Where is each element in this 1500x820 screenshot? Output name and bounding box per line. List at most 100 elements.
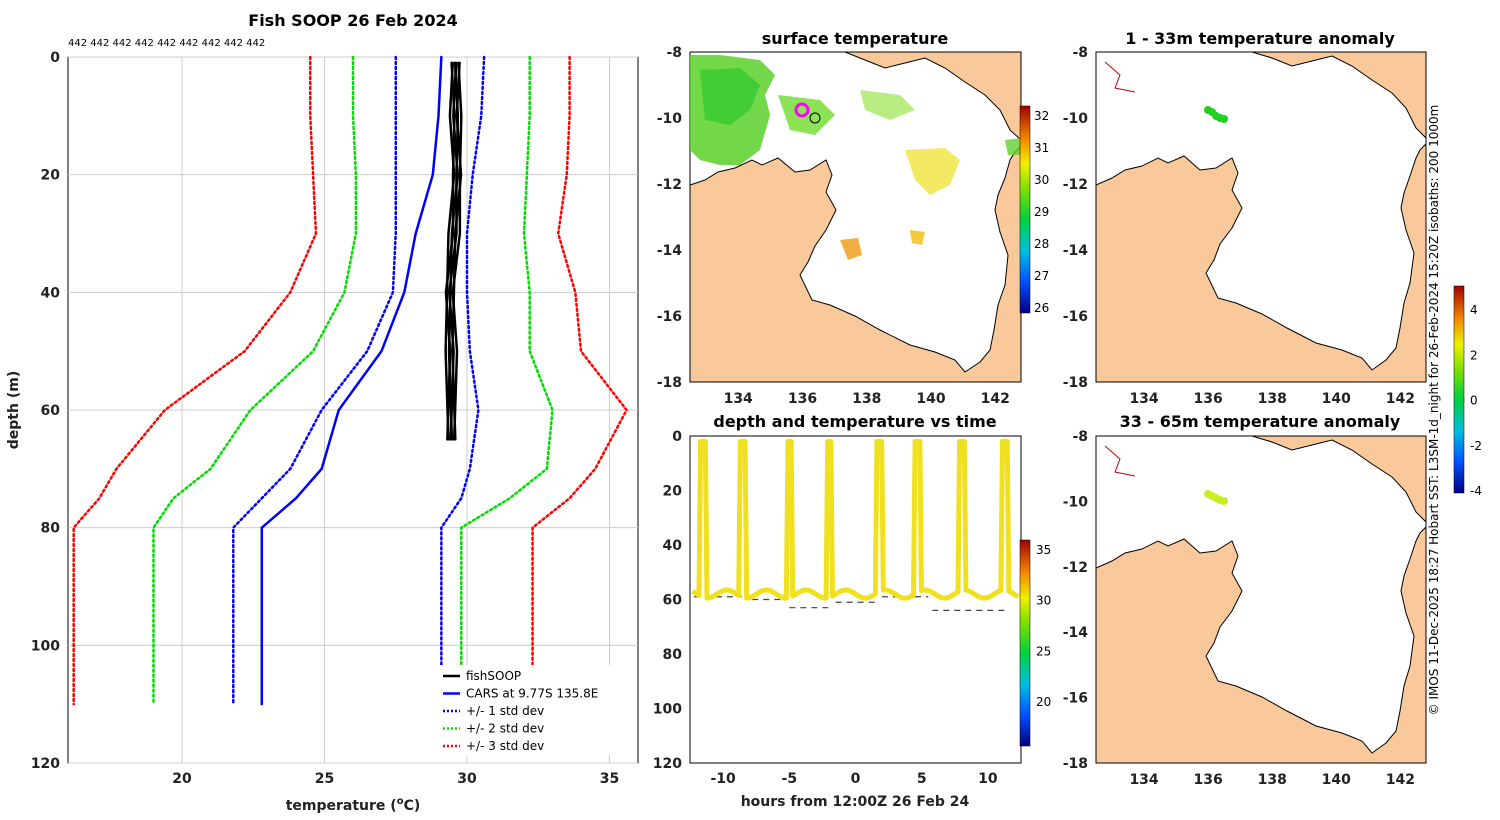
side-note: © IMOS 11-Dec-2025 18:27 Hobart SST: L3S…: [1427, 105, 1441, 716]
map-ytick-label: -12: [1063, 177, 1088, 193]
map-ytick-label: -18: [1063, 756, 1088, 772]
map-xtick-label: 138: [852, 391, 881, 407]
colorbar-label: 28: [1034, 237, 1049, 251]
map-xtick-label: 134: [1129, 391, 1158, 407]
legend-label: fishSOOP: [466, 669, 521, 683]
colorbar-label: 32: [1034, 109, 1049, 123]
profile-lines: [72, 55, 629, 706]
map-ytick-label: -14: [657, 243, 683, 259]
profile-line-low: [232, 55, 397, 706]
map-xtick-label: 136: [1194, 772, 1223, 788]
profile-line-low: [152, 55, 358, 706]
profile-line-fishsoop: [451, 61, 463, 441]
profile-title: Fish SOOP 26 Feb 2024: [248, 11, 457, 30]
colorbar-label: 29: [1034, 205, 1049, 219]
map-ytick-label: -10: [657, 111, 683, 127]
profile-line-low: [72, 55, 318, 706]
profile-line-cars: [260, 55, 443, 706]
anomaly-map-1-33m: 1 - 33m temperature anomaly 134 136 138 140…: [1063, 29, 1427, 407]
map-xtick-label: 136: [1194, 391, 1223, 407]
surface-map-content: [690, 52, 1021, 382]
depth-time-colorbar-labels: 35 30 25 20: [1036, 543, 1051, 709]
depth-time-xtick-label: 5: [917, 771, 927, 787]
profile-ytick-label: 40: [41, 285, 61, 301]
colorbar-label: -4: [1470, 484, 1482, 498]
colorbar-label: 25: [1036, 644, 1051, 658]
anomaly-map-33-65m: 33 - 65m temperature anomaly 134 136 138 14…: [1063, 412, 1427, 788]
depth-time-xtick-label: 0: [851, 771, 861, 787]
depth-time-ytick-label: 80: [663, 647, 683, 663]
map-xtick-label: 138: [1258, 772, 1287, 788]
depth-time-xlabel: hours from 12:00Z 26 Feb 24: [741, 794, 970, 810]
map-ytick-label: -8: [666, 45, 682, 61]
colorbar-label: 4: [1470, 303, 1478, 317]
profile-ytick-label: 80: [41, 521, 61, 537]
depth-time-xtick-label: 10: [978, 771, 998, 787]
colorbar-label: 0: [1470, 394, 1478, 408]
profile-line-fishsoop: [447, 61, 459, 441]
colorbar-label: 27: [1034, 269, 1049, 283]
anomaly-1-title: 1 - 33m temperature anomaly: [1125, 29, 1395, 48]
map-ytick-label: -8: [1072, 45, 1088, 61]
colorbar-label: -2: [1470, 439, 1482, 453]
surface-colorbar: [1019, 105, 1031, 314]
depth-time-title: depth and temperature vs time: [713, 412, 996, 431]
profile-xtick-label: 25: [315, 771, 334, 787]
colorbar-label: 35: [1036, 543, 1051, 557]
profile-top-label: 442 442 442 442 442 442 442 442 442: [68, 38, 265, 49]
anomaly-1-content: [1096, 52, 1426, 382]
map-ytick-label: -14: [1063, 243, 1089, 259]
profile-legend: fishSOOP CARS at 9.77S 135.8E +/- 1 std de…: [437, 665, 615, 755]
profile-line-fishsoop: [444, 61, 456, 441]
depth-time-ytick-label: 0: [672, 429, 682, 445]
map-ytick-label: -10: [1063, 494, 1089, 510]
legend-label: +/- 3 std dev: [466, 739, 544, 753]
profile-ytick-label: 0: [50, 50, 60, 66]
profile-line-high: [440, 55, 486, 706]
depth-time-colorbar: [1019, 539, 1031, 747]
anomaly-1-ticks: 134 136 138 140 142 -8 -10 -12 -14 -16 -18: [1063, 45, 1415, 407]
depth-time-plot: [691, 438, 1020, 612]
anomaly-2-title: 33 - 65m temperature anomaly: [1120, 412, 1401, 431]
depth-time-xtick-label: -5: [782, 771, 798, 787]
colorbar-label: 2: [1470, 348, 1478, 362]
depth-time-ytick-label: 60: [663, 593, 683, 609]
map-ytick-label: -12: [1063, 560, 1088, 576]
surface-map-ticks: 134 136 138 140 142 -8 -10 -12 -14 -16 -18: [657, 45, 1010, 407]
profile-xtick-label: 35: [600, 771, 619, 787]
map-xtick-label: 134: [724, 391, 753, 407]
legend-label: +/- 2 std dev: [466, 722, 544, 736]
anomaly-colorbar: [1453, 285, 1465, 494]
profile-xtick-label: 30: [457, 771, 477, 787]
profile-ytick-label: 120: [31, 756, 60, 772]
map-ytick-label: -18: [1063, 375, 1088, 391]
surface-temp-title: surface temperature: [762, 29, 949, 48]
map-ytick-label: -10: [1063, 111, 1089, 127]
map-ytick-label: -8: [1072, 429, 1088, 445]
map-xtick-label: 138: [1258, 391, 1287, 407]
depth-time-ytick-label: 120: [653, 756, 682, 772]
profile-line-high: [460, 55, 554, 706]
map-ytick-label: -12: [657, 177, 682, 193]
profile-xtick-label: 20: [172, 771, 192, 787]
map-xtick-label: 142: [1386, 772, 1415, 788]
profile-ylabel: depth (m): [6, 371, 22, 449]
profile-ytick-label: 100: [31, 638, 60, 654]
profile-xlabel: temperature (oC): [286, 796, 421, 814]
legend-label: CARS at 9.77S 135.8E: [466, 687, 598, 701]
map-xtick-label: 136: [788, 391, 817, 407]
map-ytick-label: -16: [1063, 309, 1088, 325]
anomaly-colorbar-labels: 4 2 0 -2 -4: [1470, 303, 1482, 498]
map-xtick-label: 142: [981, 391, 1010, 407]
legend-label: +/- 1 std dev: [466, 704, 544, 718]
map-ytick-label: -16: [657, 309, 682, 325]
depth-track: [691, 438, 1020, 601]
profile-line-high: [531, 55, 629, 706]
anomaly-2-content: [1096, 436, 1426, 763]
map-xtick-label: 140: [1322, 772, 1351, 788]
map-xtick-label: 140: [1322, 391, 1351, 407]
map-xtick-label: 142: [1386, 391, 1415, 407]
colorbar-label: 30: [1036, 594, 1051, 608]
